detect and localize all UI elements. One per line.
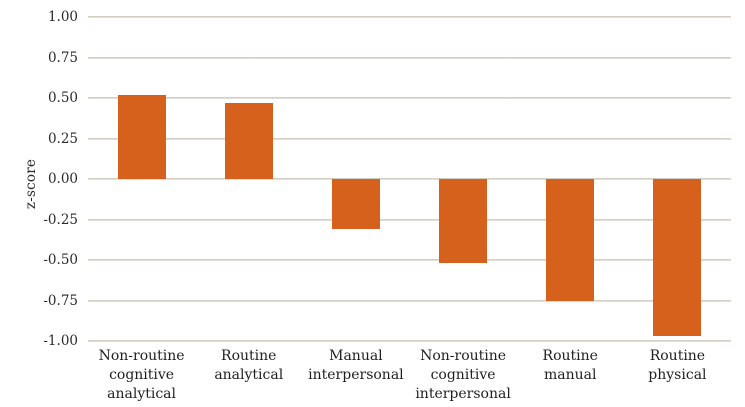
- gridline: [88, 299, 731, 302]
- bar: [653, 179, 702, 337]
- x-category-label: Manual interpersonal: [308, 348, 404, 383]
- x-category-label: Routine manual: [542, 348, 598, 383]
- y-tick-label: 0.00: [47, 171, 78, 187]
- gridline: [88, 97, 731, 99]
- x-category-label: Non-routine cognitive analytical: [98, 348, 185, 402]
- x-category-label: Non-routine cognitive interpersonal: [415, 348, 511, 402]
- x-category-label: Routine physical: [648, 348, 707, 383]
- y-tick-label: -0.25: [43, 211, 78, 228]
- gridline: [88, 340, 731, 342]
- y-tick-label: 0.75: [47, 49, 78, 66]
- y-tick-label: 1.00: [47, 9, 78, 25]
- bar: [331, 179, 380, 230]
- x-category-label: Routine analytical: [214, 348, 284, 383]
- y-tick-label: -0.50: [43, 252, 78, 268]
- y-tick-label: -0.75: [43, 292, 78, 309]
- y-tick-label: 0.25: [47, 130, 78, 147]
- bar: [224, 102, 273, 179]
- bar: [117, 94, 166, 179]
- y-tick-label: -1.00: [43, 333, 78, 349]
- bar: [546, 179, 595, 301]
- gridline: [88, 56, 731, 59]
- gridline: [88, 16, 731, 18]
- gridline: [88, 259, 731, 261]
- gridline: [88, 178, 731, 180]
- gridline: [88, 218, 731, 221]
- y-tick-label: 0.50: [47, 90, 78, 106]
- gridline: [88, 137, 731, 140]
- bar: [439, 179, 488, 264]
